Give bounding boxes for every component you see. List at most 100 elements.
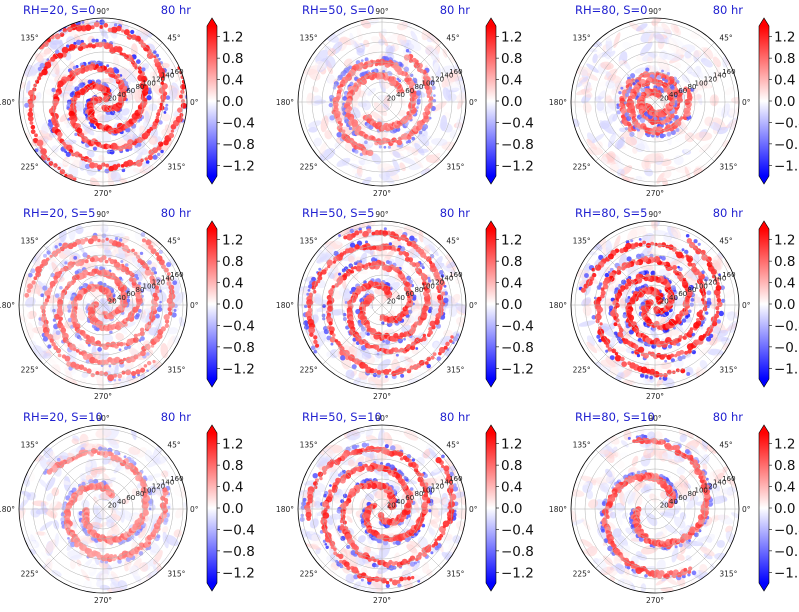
radial-tick-label: 40 [117,91,126,99]
field-cell [115,78,120,83]
field-cell [625,136,638,146]
field-cell [130,370,137,376]
field-cell [120,243,125,247]
colorbar: 1.20.80.40.0−0.4−0.8−1.2 [758,17,799,185]
field-cell [366,332,370,336]
field-cell [144,110,150,124]
field-cell [670,353,675,358]
colorbar-tick-label: 0.0 [501,297,522,313]
angular-tick-label: 135° [21,34,39,43]
field-cell [418,130,423,135]
field-cell [327,264,331,269]
radial-tick-label: 100 [422,79,435,87]
field-cell [637,346,645,353]
angular-gridline [322,101,383,162]
field-cell [661,69,664,73]
field-cell [692,42,700,48]
angular-tick-label: 45° [446,34,460,43]
field-cell [62,158,74,166]
field-cell [606,113,615,127]
field-cell [390,102,401,112]
field-cell [630,239,634,243]
field-cell [163,106,169,112]
angular-tick-label: 90° [375,7,389,16]
field-cell [426,32,440,45]
colorbar-tick-label: −0.4 [501,318,534,334]
colorbar-gradient [207,26,217,176]
field-cell [177,107,183,113]
field-cell [704,311,709,315]
field-cell [332,260,336,264]
field-cell [101,162,106,167]
field-cell [714,72,719,84]
field-cell [64,150,68,154]
angular-tick-label: 270° [94,189,112,198]
colorbar-extend-max [486,221,496,229]
colorbar-tick-label: 0.4 [222,73,243,89]
field-cell [42,336,49,342]
angular-gridline [43,42,104,103]
field-cell [688,309,692,314]
field-cell [381,321,385,325]
field-cell [26,288,32,294]
colorbar-tick-label: 0.8 [222,51,243,67]
field-cell [90,123,95,128]
field-cell [100,221,108,230]
colorbar-tick-label: −0.4 [501,115,534,131]
radial-tick-label: 60 [405,290,414,298]
field-cell [96,164,103,170]
field-cell [684,166,691,181]
panel: 0°45°90°135°180°225°270°315°204060801001… [0,3,255,198]
field-cell [704,116,714,127]
field-cell [396,139,403,146]
field-cell [61,46,69,54]
field-cell [47,78,59,86]
field-cell [576,87,593,96]
field-cell [110,249,117,258]
field-cell [168,73,178,82]
field-cell [106,64,110,68]
angular-tick-label: 135° [300,237,318,246]
field-cell [618,90,622,95]
field-cell [684,132,695,143]
field-cell [45,357,57,366]
colorbar-tick-label: 0.8 [501,51,522,67]
field-cell [157,141,164,147]
angular-tick-label: 180° [276,301,294,310]
field-cell [86,149,95,158]
field-cell [97,347,102,352]
field-cell [160,343,169,359]
field-cell [54,49,60,55]
field-cell [409,235,415,241]
field-cell [170,129,175,133]
field-cell [398,250,403,256]
field-cell [429,80,435,86]
field-cell [607,347,613,352]
field-cell [126,166,142,175]
field-cell [422,123,429,130]
field-cell [439,122,453,133]
field-cell [421,336,427,342]
field-cell [58,242,62,247]
field-cell [599,322,603,326]
field-cell [378,145,383,149]
field-cell [712,56,722,68]
field-cell [362,128,372,137]
angular-tick-label: 90° [96,210,110,219]
colorbar-tick-label: 0.8 [774,254,795,270]
field-cell [28,102,35,109]
field-cell [184,94,187,100]
field-cell [103,248,113,259]
radial-tick-label: 60 [126,290,135,298]
field-cell [706,290,712,296]
field-cell [115,332,125,341]
field-cell [662,169,672,179]
radial-tick-label: 80 [687,83,696,91]
field-cell [122,342,127,346]
field-cell [30,129,36,135]
field-cell [327,48,336,57]
field-cell [37,66,42,72]
field-cell [68,149,74,154]
field-cell [107,27,113,33]
